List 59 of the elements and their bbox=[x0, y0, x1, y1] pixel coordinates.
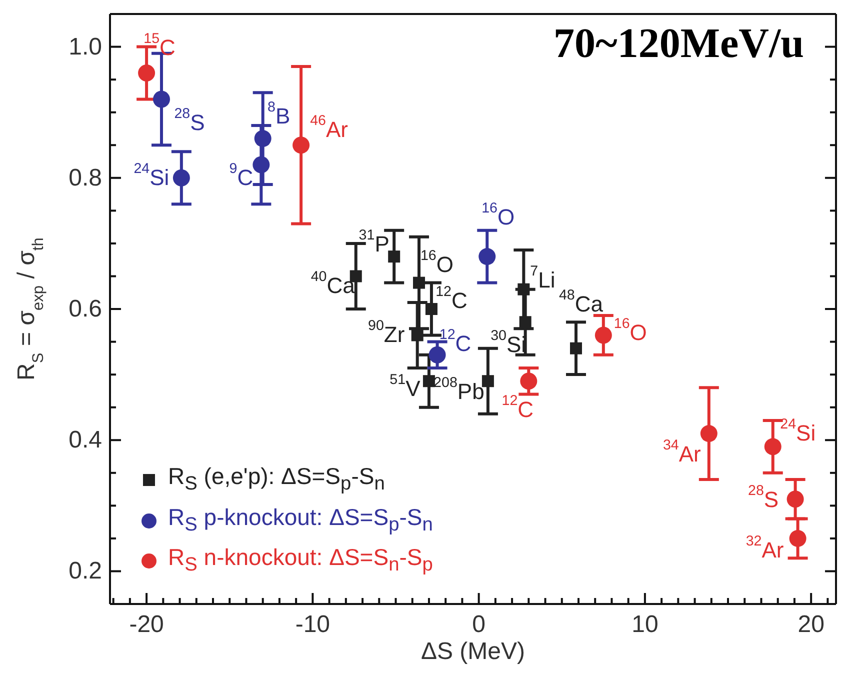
point bbox=[700, 425, 718, 442]
y-tick-label: 1.0 bbox=[68, 33, 102, 60]
legend-label: R$_{S}$ (e,e'p): ΔS=S$_{p}$-S$_{n}$ bbox=[168, 462, 385, 497]
annotation: $^{90}$Zr bbox=[368, 318, 405, 347]
y-tick-label: 0.2 bbox=[68, 558, 102, 585]
point bbox=[254, 130, 272, 148]
annotation: $^{40}$Ca bbox=[310, 269, 356, 298]
annotation: $^{28}$S bbox=[174, 106, 205, 135]
x-tick-label: -10 bbox=[295, 611, 330, 638]
annotation: $^{28}$S bbox=[748, 483, 779, 512]
x-tick-label: 20 bbox=[798, 611, 824, 638]
point bbox=[789, 530, 806, 547]
point bbox=[786, 490, 804, 508]
x-axis-title: ΔS (MeV) bbox=[420, 638, 526, 665]
point bbox=[482, 375, 494, 388]
annotation: $^{24}$Si bbox=[780, 416, 816, 446]
legend-label: R$_{S}$ n-knockout: ΔS=S$_{n}$-S$_{p}$ bbox=[168, 543, 433, 578]
annotation: $^{12}$C bbox=[436, 284, 468, 312]
point bbox=[764, 438, 782, 456]
point bbox=[422, 375, 435, 388]
x-tick-label: -20 bbox=[129, 611, 164, 638]
annotation: $^{7}$Li bbox=[530, 263, 556, 292]
point bbox=[570, 342, 582, 354]
point bbox=[478, 248, 496, 266]
point bbox=[153, 90, 170, 108]
point bbox=[138, 64, 156, 82]
annotation: $^{16}$O bbox=[420, 248, 454, 276]
annotation: $^{24}$Si bbox=[134, 160, 170, 190]
annotation: $^{9}$C bbox=[229, 160, 254, 190]
y-tick-label: 0.6 bbox=[68, 296, 102, 322]
point bbox=[520, 372, 538, 390]
point bbox=[413, 276, 426, 289]
point bbox=[519, 316, 532, 328]
point bbox=[518, 283, 530, 296]
annotation: $^{12}$C bbox=[439, 326, 472, 356]
point bbox=[411, 329, 424, 342]
annotation: $^{8}$B bbox=[268, 100, 290, 128]
point bbox=[292, 136, 310, 154]
point bbox=[425, 303, 438, 315]
y-tick-label: 0.4 bbox=[68, 426, 102, 454]
x-tick-label: 0 bbox=[472, 611, 486, 638]
point bbox=[252, 156, 270, 174]
point bbox=[594, 326, 612, 344]
y-tick-label: 0.8 bbox=[68, 164, 102, 192]
annotation: $^{51}$V bbox=[390, 372, 421, 401]
annotation: $^{32}$Ar bbox=[746, 533, 784, 562]
annotation: $^{48}$Ca bbox=[558, 287, 604, 316]
point bbox=[428, 346, 446, 364]
x-tick-label: 10 bbox=[632, 611, 658, 638]
legend-label: R$_{S}$ p-knockout: ΔS=S$_{p}$-S$_{n}$ bbox=[168, 502, 433, 538]
annotation: $^{34}$Ar bbox=[662, 438, 701, 466]
chart-title: 70~120MeV/u bbox=[554, 20, 804, 68]
annotation: $^{31}$P bbox=[358, 228, 390, 256]
annotation: $^{16}$O bbox=[614, 316, 647, 345]
annotation: $^{12}$C bbox=[502, 393, 534, 422]
point bbox=[172, 169, 190, 186]
annotation: $^{16}$O bbox=[482, 200, 515, 230]
annotation: $^{46}$Ar bbox=[310, 113, 348, 142]
point bbox=[388, 250, 400, 263]
